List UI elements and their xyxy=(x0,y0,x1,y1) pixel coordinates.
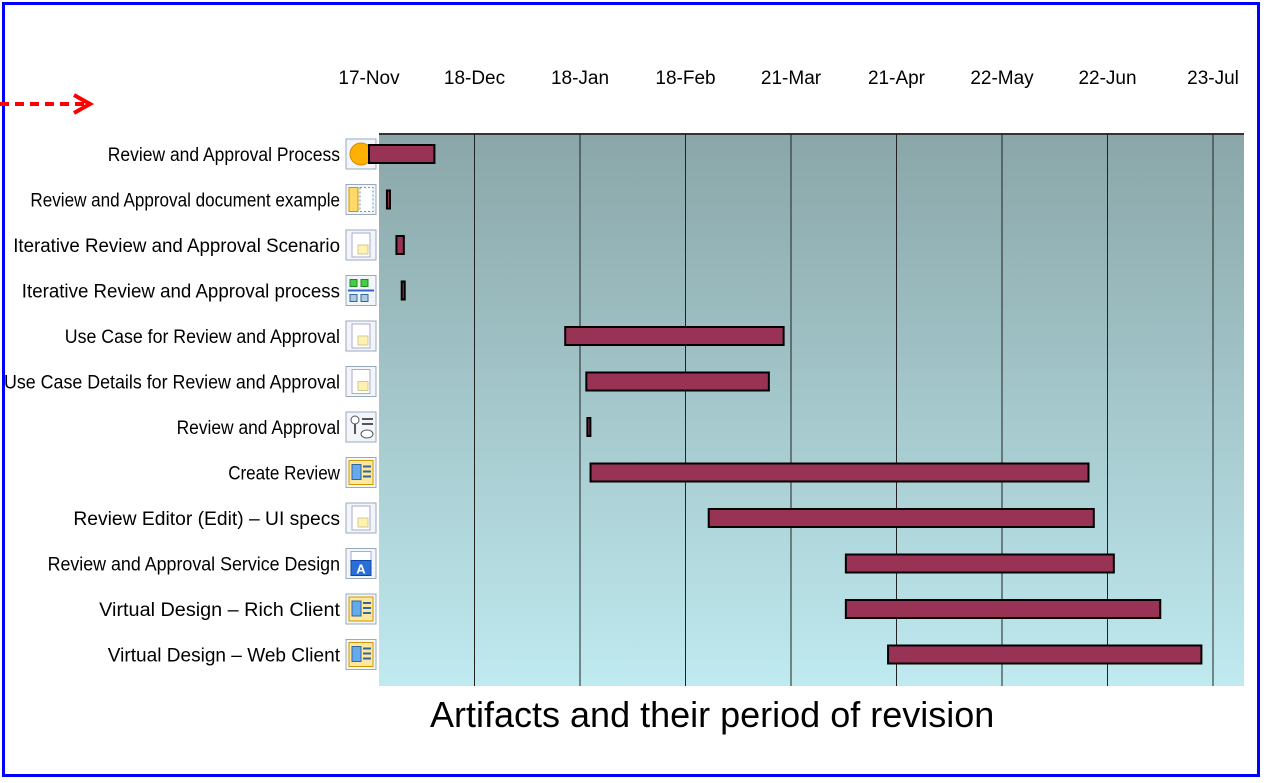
document-icon xyxy=(345,502,377,534)
task-label: Use Case for Review and Approval xyxy=(65,327,340,348)
x-tick-label: 17-Nov xyxy=(338,68,400,89)
document-icon xyxy=(345,320,377,352)
process-flow-icon xyxy=(345,275,377,306)
task-label: Review and Approval xyxy=(177,418,340,439)
task-bar xyxy=(844,599,1162,619)
task-label: Virtual Design – Rich Client xyxy=(99,600,341,621)
x-tick-label: 21-Mar xyxy=(761,68,822,89)
task-bar xyxy=(385,189,391,210)
task-bar xyxy=(400,280,406,301)
x-tick-label: 23-Jul xyxy=(1187,68,1239,89)
task-label: Review Editor (Edit) – UI specs xyxy=(73,509,340,530)
chart-caption: Artifacts and their period of revision xyxy=(430,694,995,735)
task-bar xyxy=(586,417,592,437)
task-bar xyxy=(707,508,1095,528)
task-bar xyxy=(887,644,1203,665)
x-tick-label: 21-Apr xyxy=(868,68,926,89)
task-label: Review and Approval document example xyxy=(30,191,340,212)
ui-screen-icon xyxy=(345,593,377,625)
task-label: Iterative Review and Approval process xyxy=(22,282,340,303)
use-case-actor-icon xyxy=(345,411,377,443)
plot-area xyxy=(379,134,1244,686)
layout-document-icon xyxy=(345,184,377,215)
ui-screen-icon xyxy=(345,639,377,670)
x-tick-label: 22-Jun xyxy=(1078,68,1136,89)
x-tick-label: 22-May xyxy=(970,68,1034,89)
task-bar xyxy=(589,462,1090,483)
dashed-arrow-icon xyxy=(0,93,95,115)
document-icon xyxy=(345,366,377,397)
x-tick-label: 18-Feb xyxy=(655,68,715,89)
task-label: Use Case Details for Review and Approval xyxy=(4,373,340,394)
svg-text:A: A xyxy=(356,562,366,577)
task-label: Review and Approval Service Design xyxy=(48,555,340,576)
task-bar xyxy=(368,144,436,164)
x-tick-label: 18-Dec xyxy=(444,68,505,89)
task-bar xyxy=(844,553,1115,574)
task-bar xyxy=(564,326,785,346)
task-bar xyxy=(395,235,405,255)
document-icon xyxy=(345,229,377,261)
task-label: Virtual Design – Web Client xyxy=(108,646,341,667)
task-label: Iterative Review and Approval Scenario xyxy=(13,236,340,257)
task-label: Review and Approval Process xyxy=(108,145,340,166)
design-a-icon: A xyxy=(345,548,377,579)
x-tick-label: 18-Jan xyxy=(551,68,609,89)
ui-screen-icon xyxy=(345,457,377,488)
task-bar xyxy=(585,371,770,392)
task-label: Create Review xyxy=(228,464,340,485)
